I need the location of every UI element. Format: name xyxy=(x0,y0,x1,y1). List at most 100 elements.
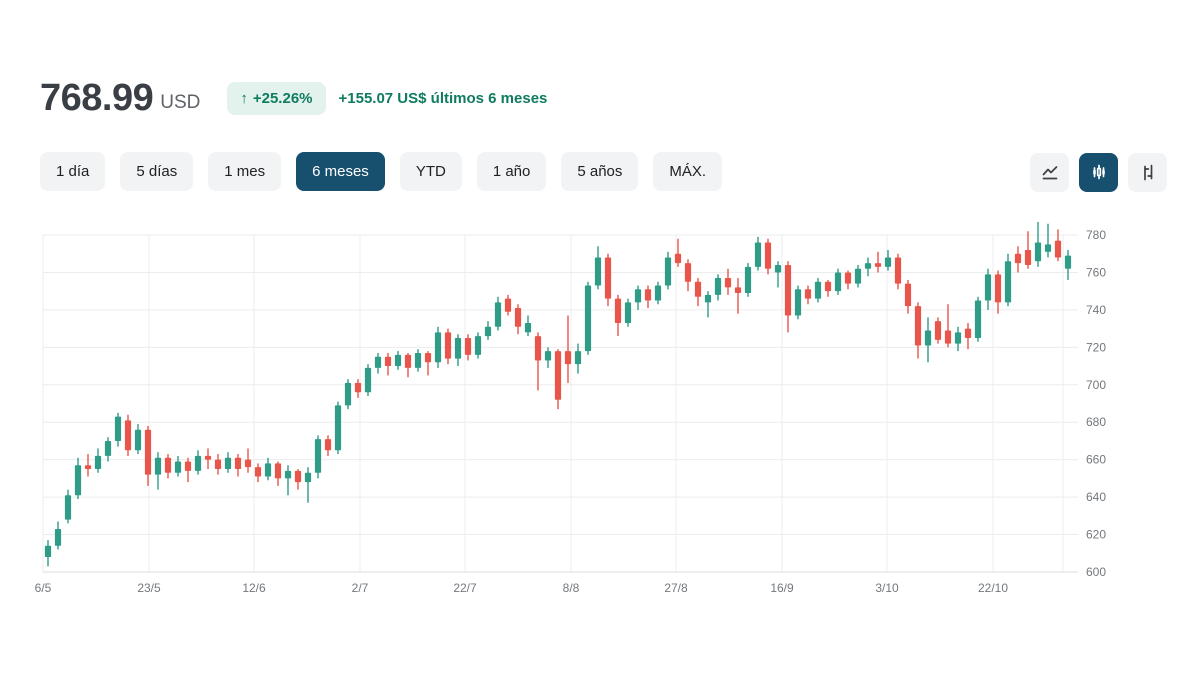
y-axis-label: 740 xyxy=(1086,303,1106,317)
candle xyxy=(1064,255,1072,269)
candle xyxy=(804,289,812,299)
candle xyxy=(254,467,262,477)
candle xyxy=(114,416,122,441)
chart-type-ohlc-button[interactable] xyxy=(1128,153,1167,192)
candle xyxy=(584,285,592,352)
candle xyxy=(564,351,572,365)
arrow-up-icon: ↑ xyxy=(240,89,248,107)
range-button-5d[interactable]: 5 días xyxy=(120,152,194,191)
candle xyxy=(994,274,1002,303)
candle xyxy=(654,285,662,301)
candle xyxy=(154,457,162,475)
candle xyxy=(1034,242,1042,262)
candle xyxy=(364,367,372,393)
x-axis-label: 6/5 xyxy=(35,581,52,595)
change-amount-text: +155.07 US$ últimos 6 meses xyxy=(338,89,548,107)
candle xyxy=(714,278,722,295)
candle xyxy=(444,332,452,359)
candle xyxy=(304,472,312,483)
candle xyxy=(384,356,392,367)
candle xyxy=(614,298,622,323)
candle xyxy=(824,281,832,292)
candle xyxy=(794,289,802,316)
line-chart-icon xyxy=(1042,165,1057,179)
candle xyxy=(594,257,602,286)
chart-type-line-button[interactable] xyxy=(1030,153,1069,192)
candle xyxy=(184,461,192,471)
candle xyxy=(464,337,472,355)
candle xyxy=(194,455,202,471)
candle xyxy=(774,264,782,273)
price-chart-canvas[interactable]: 6/5 23/5 12/6 2/7 22/7 8/8 27/8 16/9 3/10 22/10 60… xyxy=(0,210,1130,610)
range-button-ytd[interactable]: YTD xyxy=(399,152,462,191)
x-axis-label: 12/6 xyxy=(242,581,266,595)
candle xyxy=(734,287,742,294)
range-button-1m[interactable]: 1 mes xyxy=(208,152,282,191)
candle xyxy=(1044,244,1052,252)
candle xyxy=(864,263,872,269)
candle xyxy=(644,289,652,301)
price-chart[interactable]: 6/5 23/5 12/6 2/7 22/7 8/8 27/8 16/9 3/10 22/10 60… xyxy=(0,210,1130,610)
candle xyxy=(494,302,502,327)
candle xyxy=(454,337,462,359)
x-axis-label: 22/10 xyxy=(978,581,1008,595)
candle xyxy=(754,242,762,267)
y-axis-label: 620 xyxy=(1086,528,1106,542)
chart-type-candlestick-button[interactable] xyxy=(1079,153,1118,192)
candle xyxy=(294,470,302,483)
candle xyxy=(674,253,682,264)
candle xyxy=(424,352,432,363)
candle xyxy=(204,455,212,460)
range-button-1d[interactable]: 1 día xyxy=(40,152,106,191)
x-axis-label: 16/9 xyxy=(770,581,794,595)
candle xyxy=(874,263,882,267)
candle xyxy=(704,294,712,303)
candle xyxy=(724,278,732,288)
candle xyxy=(844,272,852,284)
candle xyxy=(854,268,862,284)
y-axis-label: 660 xyxy=(1086,453,1106,467)
x-axis-label: 2/7 xyxy=(352,581,369,595)
y-axis-label: 600 xyxy=(1086,565,1106,579)
candle xyxy=(524,322,532,333)
candle xyxy=(964,328,972,338)
range-button-1y[interactable]: 1 año xyxy=(476,152,547,191)
y-axis-label: 760 xyxy=(1086,265,1106,279)
candle xyxy=(474,336,482,355)
x-axis-label: 23/5 xyxy=(137,581,161,595)
candle xyxy=(224,457,232,470)
candle xyxy=(814,281,822,299)
candle xyxy=(84,465,92,470)
candle xyxy=(244,459,252,468)
candle xyxy=(134,429,142,451)
candle xyxy=(484,326,492,337)
current-price: 768.99 xyxy=(40,77,154,119)
candle xyxy=(534,336,542,361)
range-button-6m[interactable]: 6 meses xyxy=(296,152,385,191)
range-button-5y[interactable]: 5 años xyxy=(561,152,639,191)
candle xyxy=(904,283,912,307)
candle xyxy=(144,429,152,475)
candle xyxy=(174,461,182,473)
y-axis-label: 680 xyxy=(1086,415,1106,429)
candle xyxy=(264,463,272,477)
range-button-max[interactable]: MÁX. xyxy=(653,152,723,191)
candle xyxy=(284,470,292,479)
candle xyxy=(884,257,892,267)
candle xyxy=(164,457,172,473)
candle xyxy=(514,308,522,327)
candle xyxy=(914,306,922,346)
candle xyxy=(74,465,82,496)
currency-label: USD xyxy=(160,92,201,113)
candle xyxy=(544,351,552,361)
candle xyxy=(684,263,692,282)
candle xyxy=(344,382,352,406)
candle xyxy=(984,274,992,301)
candle xyxy=(334,405,342,451)
candle xyxy=(944,330,952,344)
x-axis-label: 22/7 xyxy=(453,581,477,595)
y-axis-label: 640 xyxy=(1086,490,1106,504)
candle xyxy=(834,272,842,292)
candle xyxy=(634,289,642,303)
